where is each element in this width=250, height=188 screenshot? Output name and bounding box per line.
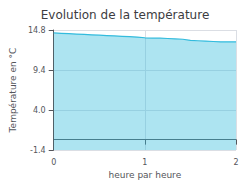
svg-text:14.8: 14.8 [28,26,46,35]
svg-text:2: 2 [233,158,238,167]
svg-text:heure par heure: heure par heure [109,170,182,180]
svg-text:Température en °C: Température en °C [8,48,18,134]
svg-text:Evolution de la température: Evolution de la température [41,8,210,22]
svg-text:9.4: 9.4 [33,66,46,75]
svg-text:-1.4: -1.4 [30,146,46,155]
svg-text:1: 1 [142,158,147,167]
svg-text:0: 0 [51,158,56,167]
svg-text:4.0: 4.0 [33,106,46,115]
